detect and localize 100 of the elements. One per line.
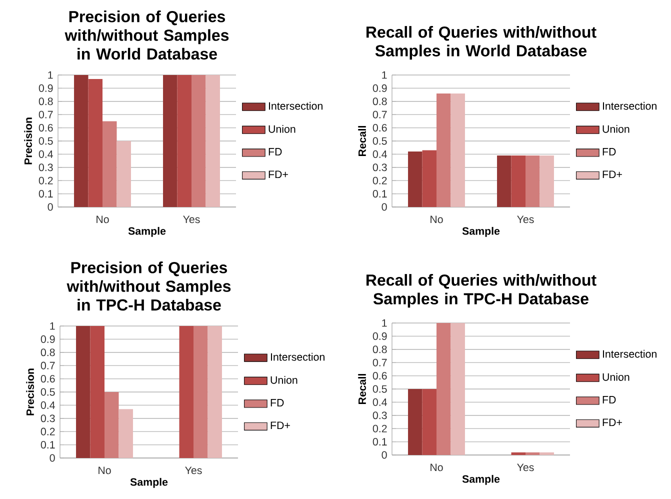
legend-label: Union (602, 124, 630, 133)
bar (194, 326, 208, 458)
x-tick-label: Yes (517, 464, 534, 472)
legend-label: FD+ (268, 170, 288, 178)
y-tick-label: 0.3 (372, 412, 387, 420)
y-tick-label: 0.5 (40, 388, 55, 396)
bar (497, 156, 512, 207)
bar (104, 392, 119, 458)
y-tick-label: 0.2 (40, 428, 55, 436)
y-tick-label: 0.7 (372, 110, 387, 118)
y-tick-label: 0.3 (372, 164, 387, 172)
bar (526, 156, 540, 207)
x-axis-title: Sample (462, 226, 500, 237)
bar (192, 74, 206, 207)
y-tick-label: 0.6 (372, 124, 387, 132)
x-axis-title: Sample (128, 226, 166, 237)
x-tick-label: No (98, 466, 111, 474)
legend-label: Intersection (602, 102, 656, 110)
x-tick-label: No (430, 216, 443, 224)
x-axis-title: Sample (462, 474, 500, 485)
y-tick-label: 1 (382, 319, 387, 327)
y-tick-label: 0.9 (40, 335, 55, 343)
y-tick-label: 0.8 (372, 98, 387, 106)
y-tick-label: 0.7 (40, 362, 55, 370)
chart-title: Precision of Queries with/without Samples in World Database (64, 10, 229, 60)
x-tick-label: No (96, 216, 109, 224)
legend-label: Union (268, 124, 296, 133)
bar (436, 93, 451, 207)
legend-label: Intersection (270, 352, 324, 361)
legend-label: Union (270, 376, 298, 384)
bar (118, 409, 133, 458)
legend-label: FD (268, 148, 282, 156)
y-tick-label: 0 (382, 451, 387, 459)
y-tick-label: 0.6 (38, 124, 53, 132)
bar (88, 78, 103, 207)
bar (511, 156, 526, 207)
x-tick-label: Yes (183, 216, 200, 224)
y-tick-label: 0.6 (40, 375, 55, 383)
bar (76, 326, 90, 458)
y-axis-title: Recall (358, 374, 366, 404)
chart-title: Recall of Queries with/without Samples in TPC-H Database (366, 274, 596, 308)
bar (408, 152, 422, 207)
y-tick-label: 0.8 (40, 348, 55, 356)
y-tick-label: 0.7 (372, 358, 387, 366)
bar (436, 322, 451, 455)
y-tick-label: 0.3 (38, 164, 53, 172)
bar (540, 452, 554, 455)
legend-label: Intersection (268, 102, 322, 110)
y-tick-label: 0.8 (38, 98, 53, 106)
legend-label: FD+ (270, 422, 290, 430)
y-tick-label: 0.6 (372, 372, 387, 380)
bar (511, 452, 526, 455)
legend-label: FD+ (602, 170, 622, 178)
bar (450, 93, 465, 207)
y-tick-label: 0.4 (372, 398, 387, 406)
legend-label: FD+ (602, 418, 622, 426)
bar (90, 326, 105, 458)
y-tick-label: 0.4 (40, 401, 55, 409)
bar (208, 326, 222, 458)
y-tick-label: 0.4 (372, 150, 387, 158)
y-tick-label: 0.2 (372, 176, 387, 184)
legend-label: FD (270, 399, 284, 406)
bar (206, 74, 220, 207)
chart-title: Recall of Queries with/without Samples in World Database (366, 26, 596, 60)
y-tick-label: 0.5 (372, 137, 387, 145)
y-tick-label: 0.2 (372, 424, 387, 432)
legend-label: Intersection (602, 350, 656, 358)
y-tick-label: 0.1 (372, 438, 387, 446)
y-tick-label: 0 (50, 454, 55, 462)
legend-label: FD (602, 396, 616, 404)
y-tick-label: 0.1 (40, 441, 55, 449)
y-tick-label: 0.7 (38, 110, 53, 118)
y-tick-label: 0.3 (40, 414, 55, 422)
y-tick-label: 0.9 (372, 84, 387, 92)
bar (422, 150, 437, 207)
bar (422, 388, 437, 455)
x-axis-title: Sample (130, 478, 168, 488)
y-tick-label: 1 (48, 71, 53, 79)
y-axis-title: Precision (26, 368, 34, 416)
y-tick-label: 0.1 (372, 190, 387, 198)
chart-title: Precision of Queries with/without Samples in TPC-H Database (66, 262, 231, 311)
bar (408, 388, 422, 455)
y-tick-label: 0.8 (372, 346, 387, 354)
y-axis-title: Recall (358, 126, 366, 156)
y-tick-label: 0 (382, 203, 387, 211)
x-tick-label: Yes (517, 216, 534, 224)
y-tick-label: 0.9 (38, 84, 53, 92)
bar (526, 452, 540, 455)
y-tick-label: 0.1 (38, 190, 53, 198)
y-tick-label: 0.4 (38, 150, 53, 158)
bar (163, 74, 178, 207)
bar (102, 121, 117, 207)
bar (74, 74, 88, 207)
x-tick-label: Yes (185, 466, 202, 474)
bar (116, 140, 131, 207)
bar (540, 156, 554, 207)
bar (450, 322, 465, 455)
bar (179, 326, 194, 458)
y-tick-label: 1 (382, 71, 387, 79)
y-tick-label: 0.5 (38, 137, 53, 145)
